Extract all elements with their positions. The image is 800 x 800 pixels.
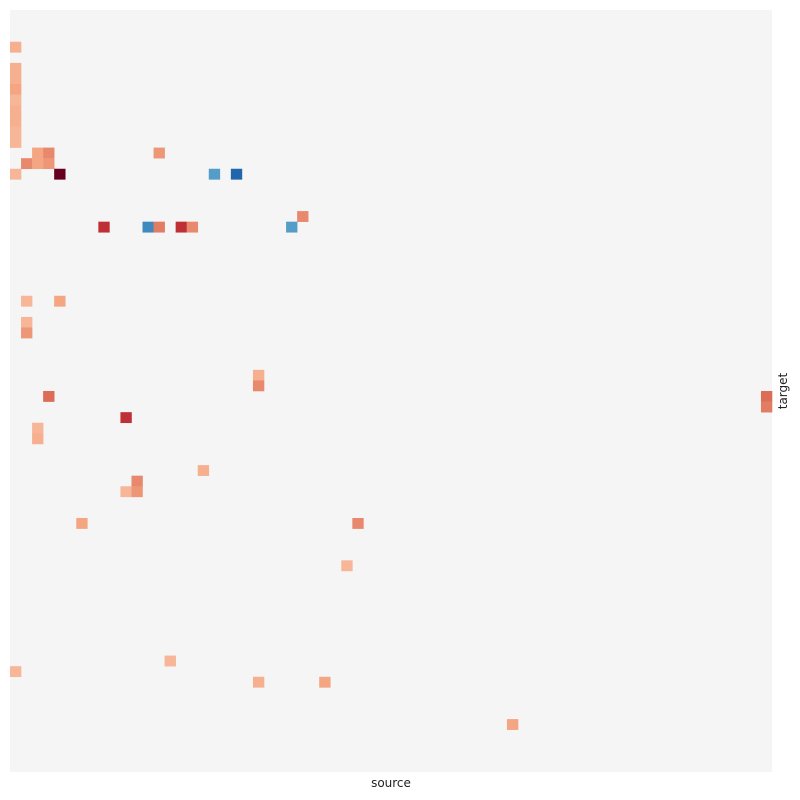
heatmap-cell (10, 168, 22, 180)
heatmap-cell (10, 137, 22, 148)
heatmap-cell (286, 221, 298, 233)
heatmap-cell (32, 158, 44, 170)
heatmap-cell (131, 486, 143, 498)
heatmap-cell (208, 168, 221, 180)
x-axis-label: source (371, 776, 411, 790)
heatmap-cell (297, 211, 309, 222)
heatmap-cell (21, 327, 33, 339)
heatmap-cell (186, 221, 199, 233)
heatmap-background (10, 10, 772, 772)
heatmap-cell (760, 401, 773, 413)
heatmap-cell (10, 73, 22, 85)
heatmap-cell (76, 518, 88, 529)
heatmap-cell (10, 84, 22, 95)
heatmap-cell (760, 391, 773, 402)
heatmap-cell (153, 147, 165, 159)
heatmap-cell (54, 168, 66, 180)
heatmap-cell (142, 221, 154, 233)
heatmap-cell (352, 518, 364, 529)
heatmap-cell (230, 168, 243, 180)
heatmap-cell (32, 422, 44, 434)
heatmap-cell (10, 115, 22, 127)
heatmap-cell (10, 41, 22, 53)
heatmap-cell (10, 105, 22, 117)
heatmap-cell (21, 316, 33, 328)
heatmap-cell (164, 655, 176, 667)
heatmap-cell (10, 666, 22, 678)
heatmap-cell (32, 147, 44, 159)
heatmap-cell (32, 433, 44, 445)
heatmap-cell (252, 380, 265, 392)
heatmap-cell (131, 475, 143, 487)
heatmap-cell (252, 676, 265, 688)
heatmap-cell (10, 94, 22, 106)
heatmap-cell (10, 126, 22, 138)
heatmap-cells (10, 41, 773, 730)
heatmap-cell (341, 560, 353, 572)
heatmap-cell (252, 369, 265, 381)
heatmap-cell (120, 412, 132, 424)
heatmap-cell (506, 719, 519, 730)
heatmap-cell (120, 486, 132, 498)
heatmap-cell (54, 295, 66, 307)
heatmap-cell (197, 465, 210, 476)
heatmap-cell (153, 221, 165, 233)
heatmap-cell (21, 295, 33, 307)
heatmap-cell (43, 147, 55, 159)
heatmap-cell (98, 221, 110, 233)
heatmap-cell (43, 158, 55, 170)
heatmap-cell (175, 221, 187, 233)
heatmap-cell (43, 391, 55, 402)
heatmap-cell (21, 158, 33, 170)
y-axis-label: target (776, 372, 790, 409)
heatmap-cell (10, 62, 22, 74)
heatmap-cell (319, 676, 331, 688)
